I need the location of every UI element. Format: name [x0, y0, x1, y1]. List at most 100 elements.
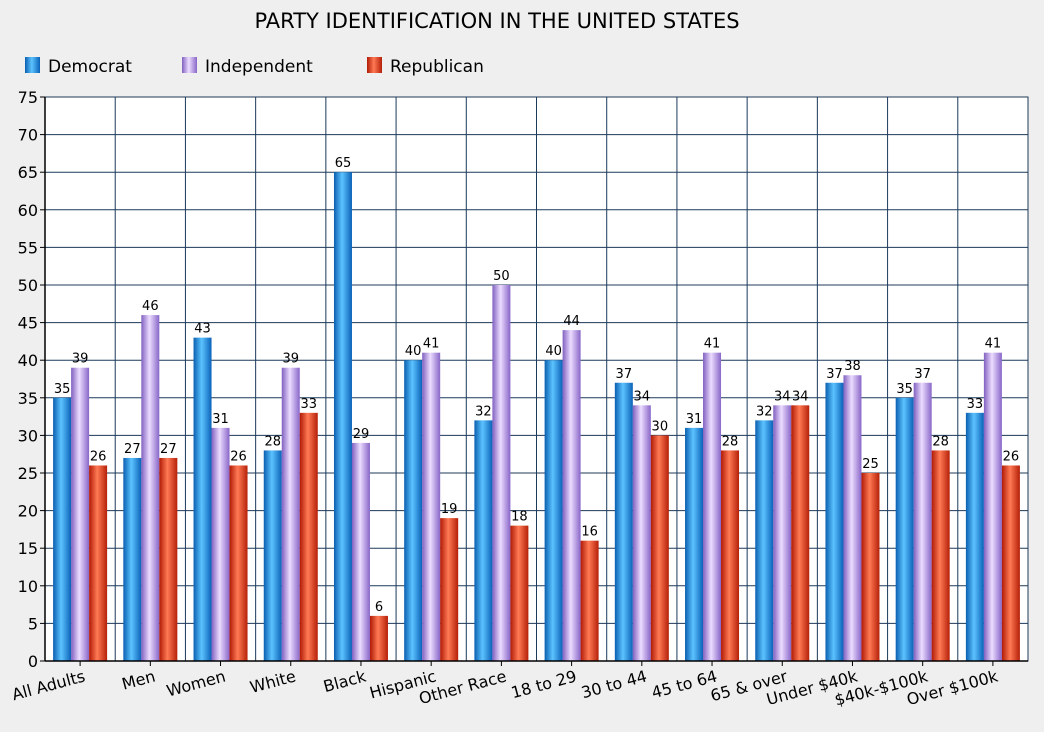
bar	[369, 615, 388, 661]
y-tick-label: 40	[18, 351, 38, 370]
y-tick-label: 75	[18, 88, 38, 107]
legend-entry: Democrat	[48, 57, 132, 77]
data-label: 25	[862, 457, 879, 472]
bar	[333, 172, 352, 661]
data-label: 41	[985, 337, 1002, 352]
data-label: 19	[441, 502, 458, 517]
x-tick-label: Black	[321, 666, 368, 696]
bar	[193, 337, 212, 661]
y-tick-label: 35	[18, 389, 38, 408]
data-label: 50	[493, 269, 510, 284]
data-label: 37	[616, 367, 633, 382]
bar	[703, 352, 722, 661]
y-tick-label: 70	[18, 126, 38, 145]
data-label: 29	[353, 427, 370, 442]
data-label: 6	[375, 600, 383, 615]
bar	[580, 540, 599, 661]
bar	[492, 285, 511, 661]
data-label: 37	[826, 367, 843, 382]
legend-swatch	[182, 57, 197, 73]
data-label: 39	[282, 352, 299, 367]
data-label: 28	[932, 434, 949, 449]
bar	[422, 352, 441, 661]
bar	[263, 450, 282, 661]
bar	[791, 405, 810, 661]
bar	[211, 427, 230, 661]
legend-swatch	[367, 57, 382, 73]
bar	[1001, 465, 1020, 661]
y-tick-label: 15	[18, 539, 38, 558]
data-label: 40	[405, 344, 422, 359]
data-label: 32	[475, 404, 492, 419]
y-tick-label: 0	[28, 652, 38, 671]
y-tick-label: 60	[18, 201, 38, 220]
bar	[141, 315, 160, 661]
data-label: 26	[90, 449, 107, 464]
data-label: 40	[545, 344, 562, 359]
bar	[159, 457, 178, 661]
bar	[931, 450, 950, 661]
data-label: 28	[264, 434, 281, 449]
bar	[89, 465, 108, 661]
data-label: 39	[72, 352, 89, 367]
bar	[404, 360, 423, 661]
y-tick-label: 20	[18, 502, 38, 521]
data-label: 65	[335, 156, 352, 171]
bar	[53, 397, 72, 661]
y-tick-label: 65	[18, 163, 38, 182]
data-label: 34	[774, 389, 791, 404]
data-label: 18	[511, 510, 528, 525]
bar	[281, 367, 300, 661]
chart-title: PARTY IDENTIFICATION IN THE UNITED STATE…	[254, 9, 739, 33]
bar	[544, 360, 563, 661]
legend-entry: Independent	[205, 57, 313, 77]
data-label: 31	[212, 412, 229, 427]
data-label: 31	[686, 412, 703, 427]
y-tick-label: 5	[28, 614, 38, 633]
bar	[913, 382, 932, 661]
data-label: 35	[896, 382, 913, 397]
x-tick-label: Women	[164, 667, 227, 701]
bar	[614, 382, 633, 661]
bar	[773, 405, 792, 661]
bar	[825, 382, 844, 661]
data-label: 35	[54, 382, 71, 397]
bar	[983, 352, 1002, 661]
bar	[965, 412, 984, 661]
data-label: 26	[230, 449, 247, 464]
bar	[510, 525, 529, 661]
bar	[895, 397, 914, 661]
bar	[299, 412, 318, 661]
bar	[650, 435, 669, 661]
data-label: 32	[756, 404, 773, 419]
bar	[562, 330, 581, 661]
x-tick-label: 18 to 29	[509, 667, 579, 703]
data-label: 27	[124, 442, 141, 457]
data-label: 46	[142, 299, 159, 314]
legend: Democrat Independent Republican	[25, 57, 484, 77]
bar	[474, 420, 493, 661]
bar	[632, 405, 651, 661]
data-label: 38	[844, 359, 861, 374]
bar	[71, 367, 90, 661]
x-tick-label: All Adults	[10, 667, 87, 705]
legend-swatch	[25, 57, 40, 73]
data-label: 41	[423, 337, 440, 352]
y-tick-label: 50	[18, 276, 38, 295]
x-tick-label: White	[248, 667, 298, 697]
bars: 3539262746274331262839336529640411932501…	[53, 156, 1020, 661]
bar	[685, 427, 704, 661]
bar	[861, 473, 880, 661]
data-label: 43	[194, 322, 211, 337]
data-label: 16	[581, 525, 598, 540]
data-label: 34	[792, 389, 809, 404]
x-tick-label: 30 to 44	[579, 667, 649, 703]
data-label: 44	[563, 314, 580, 329]
y-tick-label: 10	[18, 577, 38, 596]
y-tick-label: 25	[18, 464, 38, 483]
y-tick-label: 30	[18, 426, 38, 445]
bar	[843, 375, 862, 661]
y-tick-label: 45	[18, 314, 38, 333]
bar	[440, 518, 459, 661]
